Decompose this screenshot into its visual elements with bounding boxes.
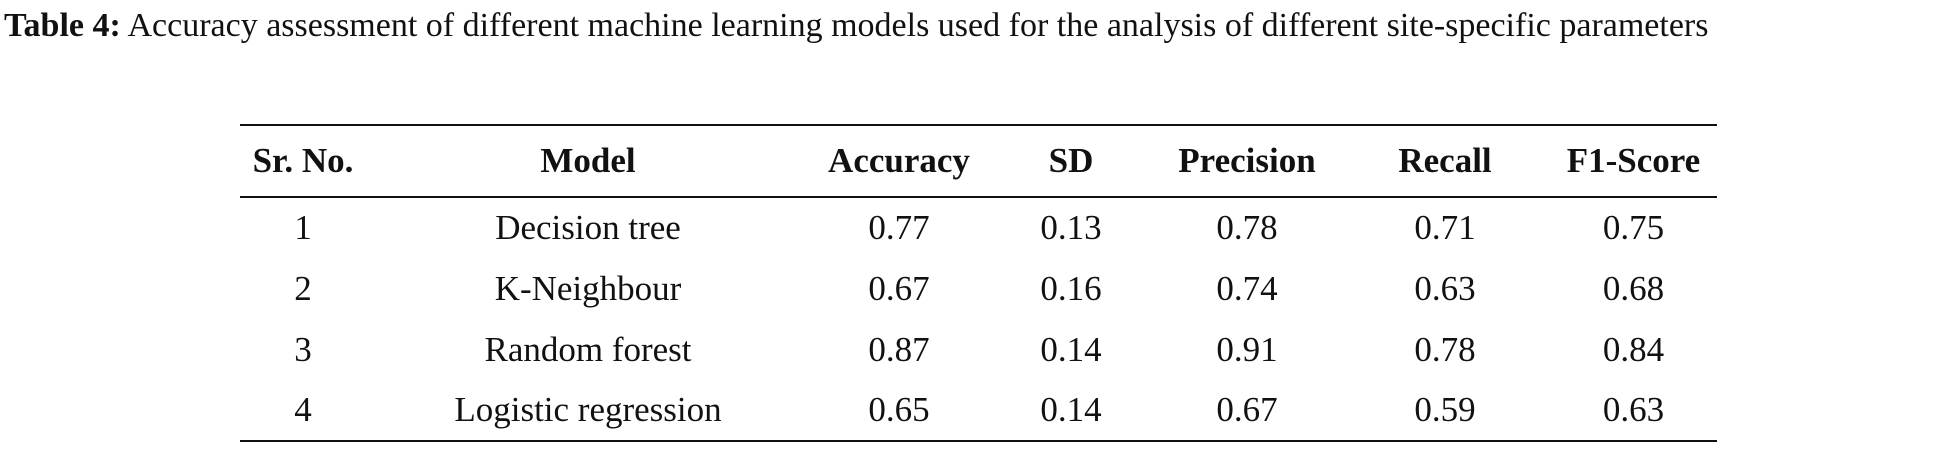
column-header: Accuracy [828,141,970,180]
table-cell: 0.71 [1414,208,1476,247]
table-row: 2 K-Neighbour 0.67 0.16 0.74 0.63 0.68 [240,258,1717,319]
column-header: Recall [1398,141,1492,180]
table-cell: 0.67 [1216,390,1278,429]
table-cell: 0.14 [1040,329,1102,369]
table-cell: 0.16 [1040,268,1102,308]
table-cell: 0.14 [1040,390,1102,429]
column-header: Precision [1178,141,1316,180]
column-header: Sr. No. [252,141,354,180]
table-cell: 0.59 [1414,390,1476,429]
table-cell: 0.63 [1602,390,1665,429]
table-cell: 0.68 [1602,268,1665,308]
caption-text: Accuracy assessment of different machine… [127,7,1709,44]
table-cell: 0.65 [868,390,930,429]
table-cell: 4 [294,390,312,429]
table-cell: Logistic regression [454,390,722,429]
table-cell: 0.91 [1216,329,1278,369]
table-caption: Table 4: Accuracy assessment of differen… [4,4,1949,48]
table-cell: 0.75 [1602,208,1665,247]
column-header: Model [540,141,636,180]
table-body: 1 Decision tree 0.77 0.13 0.78 0.71 0.75 2 K-Nei… [240,197,1717,441]
table-cell: 1 [294,208,312,247]
table-cell: 3 [294,329,312,369]
table-cell: 2 [294,268,312,308]
table-cell: 0.78 [1414,329,1476,369]
table-cell: Random forest [484,329,692,369]
table-cell: 0.67 [868,268,930,308]
results-table: Sr. No. Model Accuracy SD Precision Recall F1-… [240,124,1717,442]
table-row: 4 Logistic regression 0.65 0.14 0.67 0.59 0.63 [240,380,1717,441]
column-header: SD [1048,141,1094,180]
table-cell: K-Neighbour [494,268,682,308]
table-cell: 0.63 [1414,268,1476,308]
table-row: 1 Decision tree 0.77 0.13 0.78 0.71 0.75 [240,197,1717,258]
column-header: F1-Score [1566,141,1701,180]
header-row: Sr. No. Model Accuracy SD Precision Recall F1-… [240,125,1717,197]
table-cell: 0.87 [868,329,930,369]
table-cell: 0.74 [1216,268,1278,308]
table-cell: 0.13 [1040,208,1102,247]
table-cell: 0.84 [1602,329,1665,369]
table-row: 3 Random forest 0.87 0.14 0.91 0.78 0.84 [240,319,1717,380]
caption-label: Table 4: [4,7,121,44]
table-cell: 0.78 [1216,208,1278,247]
table-cell: Decision tree [495,208,681,247]
table-cell: 0.77 [868,208,930,247]
